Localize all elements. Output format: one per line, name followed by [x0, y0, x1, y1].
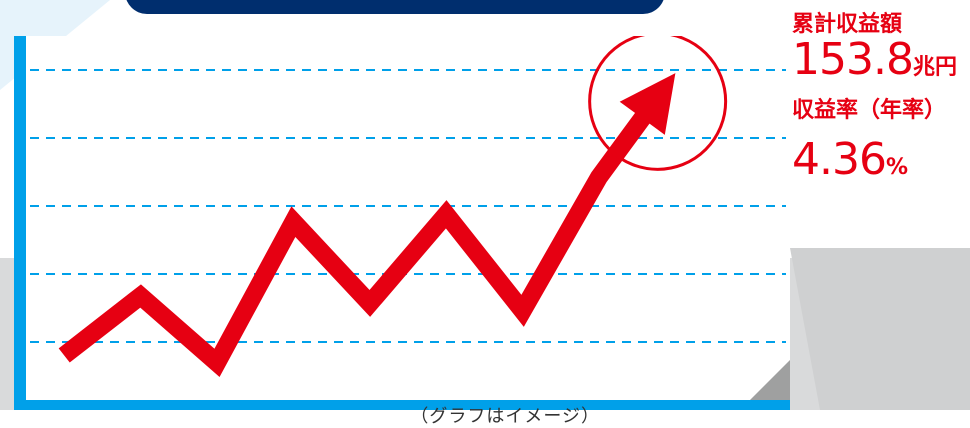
rate-value: 4.36%	[792, 134, 908, 185]
rate-number: 4.36	[792, 134, 886, 185]
chart-panel	[14, 36, 790, 410]
cumulative-unit: 兆円	[913, 55, 957, 80]
rate-unit: %	[886, 155, 908, 180]
rate-label: 収益率（年率）	[792, 92, 946, 124]
frame-left	[14, 36, 26, 410]
chart-caption: （グラフはイメージ）	[410, 402, 600, 428]
gray-shadow	[790, 248, 970, 410]
frame-bottom	[14, 400, 790, 410]
navy-tab	[125, 0, 665, 14]
cumulative-number: 153.8	[792, 34, 913, 85]
chart-svg	[14, 36, 790, 410]
cumulative-value: 153.8兆円	[792, 34, 957, 85]
chart-card: （グラフはイメージ）	[14, 36, 790, 410]
